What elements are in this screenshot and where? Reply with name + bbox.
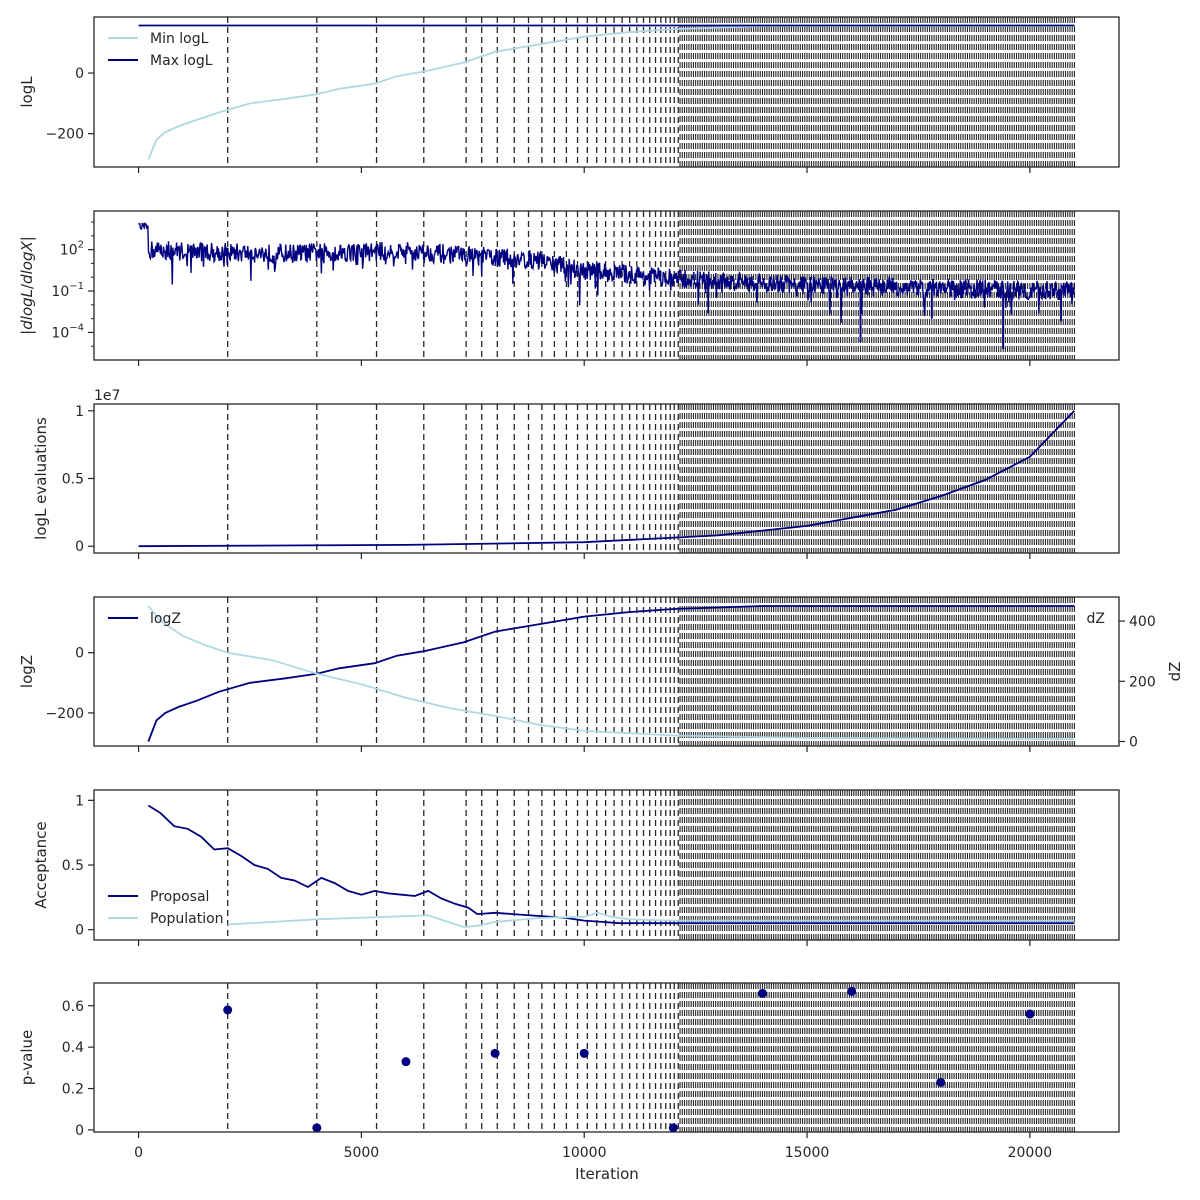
min-logl-line <box>147 25 1075 160</box>
legend-label: Max logL <box>150 53 213 69</box>
y-tick-label: −200 <box>46 706 84 722</box>
y-right-tick-label: 0 <box>1129 734 1138 750</box>
y-tick-label: 0 <box>75 923 84 939</box>
y-axis-label: Acceptance <box>32 821 50 908</box>
pvalue-point <box>401 1057 411 1067</box>
y-tick-label: 102 <box>60 240 84 259</box>
dlogL-series-line <box>138 222 1076 323</box>
y-tick-label: 1 <box>75 404 84 420</box>
iteration-markers-logZ <box>227 597 1075 746</box>
pvalue-point <box>847 986 857 996</box>
y-axis-label: logZ <box>18 655 36 688</box>
y-right-tick-label: 200 <box>1129 674 1156 690</box>
pvalue-point <box>312 1123 322 1132</box>
y-right-axis-label: dZ <box>1166 662 1184 682</box>
y-tick-label: 0 <box>75 66 84 82</box>
y-tick-label: −200 <box>46 127 84 143</box>
plot-area-logL <box>138 17 1075 167</box>
y-tick-label: 0 <box>75 539 84 555</box>
evals-line <box>138 410 1076 548</box>
y-tick-label: 0.6 <box>62 999 84 1015</box>
y-tick-label: 0.5 <box>62 472 84 488</box>
plot-area-logZ <box>147 597 1075 746</box>
y-offset-label: 1e7 <box>94 388 120 404</box>
plot-area-pvalue <box>223 983 1075 1132</box>
y-tick-label: 10−1 <box>51 281 84 300</box>
pvalue-point <box>1025 1009 1035 1019</box>
y-tick-label: 1 <box>75 793 84 809</box>
y-axis-label: |dlogL/dlogX| <box>18 236 36 335</box>
y-tick-label: 0 <box>75 646 84 662</box>
pvalue-point <box>223 1005 233 1015</box>
y-tick-label: 0.2 <box>62 1082 84 1098</box>
plot-area-dlogL <box>138 211 1076 360</box>
y-right-tick-label: 400 <box>1129 614 1156 630</box>
x-tick-label: 5000 <box>344 1145 380 1161</box>
y-axis-label: p-value <box>18 1030 36 1086</box>
legend-label: Min logL <box>150 31 209 47</box>
iteration-markers-evals <box>227 404 1075 553</box>
pvalue-point <box>490 1048 500 1058</box>
proposal-line <box>147 804 1075 925</box>
panel-evals: 0 0.5 1 logL evaluations 1e7 <box>32 388 1120 559</box>
panel-dlogL: 102 10−1 10−4 |dlogL/dlogX| <box>18 210 1120 366</box>
axes-frame-pvalue <box>93 982 1120 1133</box>
pvalue-point <box>668 1123 678 1132</box>
legend-label: logZ <box>150 611 181 627</box>
pvalue-point <box>757 988 767 998</box>
x-tick-label: 10000 <box>562 1145 607 1161</box>
x-axis-label: Iteration <box>575 1165 639 1183</box>
panel-pvalue: 0 5000 10000 15000 20000 0 0.2 0.4 0.6 p-value <box>18 982 1120 1161</box>
plot-area-acceptance <box>147 790 1075 940</box>
axes-frame-logZ <box>93 596 1120 747</box>
y-tick-label: 0 <box>75 1123 84 1139</box>
y-tick-label: 0.4 <box>62 1040 84 1056</box>
panel-acceptance: 0 0.5 1 Acceptance Proposal Population <box>32 789 1120 946</box>
legend-label: dZ <box>1087 611 1105 627</box>
y-tick-label: 0.5 <box>62 858 84 874</box>
dz-line <box>147 605 1075 740</box>
y-tick-label: 10−4 <box>51 322 84 341</box>
y-axis-label: logL evaluations <box>32 417 50 540</box>
logz-line <box>147 605 1075 742</box>
population-line <box>227 911 1075 929</box>
iteration-markers-logL <box>227 17 1075 167</box>
iteration-markers-acceptance <box>227 790 1075 940</box>
iteration-markers-pvalue <box>227 983 1075 1132</box>
plot-area-evals <box>138 404 1076 553</box>
panel-logL: −200 0 logL Min logL Max logL <box>18 16 1120 173</box>
x-tick-label: 15000 <box>785 1145 830 1161</box>
axes-frame-dlogL <box>93 210 1120 361</box>
panel-logZ: −200 0 0 200 400 dZ logZ logZ dZ <box>18 596 1184 752</box>
legend-label: Population <box>150 911 224 927</box>
x-tick-label: 0 <box>134 1145 143 1161</box>
axes-frame-logL <box>93 16 1120 168</box>
pvalue-point <box>936 1077 946 1087</box>
legend-label: Proposal <box>150 889 209 905</box>
x-tick-label: 20000 <box>1008 1145 1053 1161</box>
y-axis-label: logL <box>18 76 36 108</box>
pvalue-point <box>579 1048 589 1058</box>
